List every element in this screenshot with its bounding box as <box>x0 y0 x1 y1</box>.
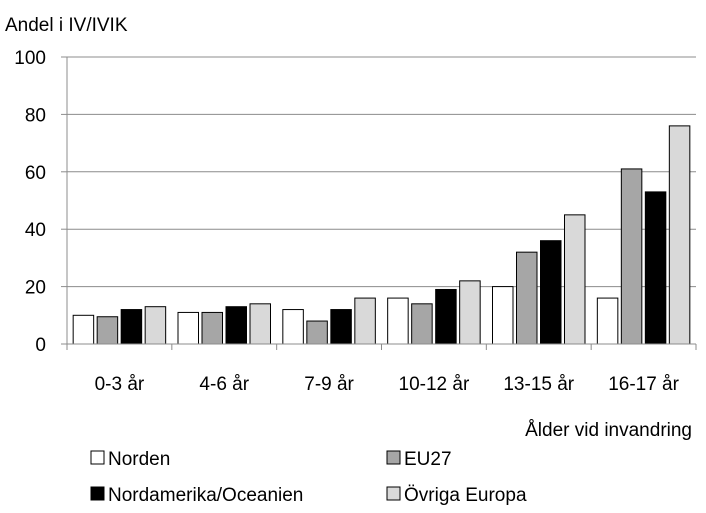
x-axis-label: Ålder vid invandring <box>525 420 692 441</box>
bar <box>596 297 619 345</box>
bar <box>516 251 538 345</box>
y-axis-ticks: 0 20 40 60 80 100 <box>14 48 67 356</box>
x-tick-label: 10-12 år <box>399 374 470 395</box>
bar <box>177 311 199 345</box>
bar <box>249 303 271 345</box>
x-tick-label: 0-3 år <box>95 374 145 395</box>
bar <box>492 286 514 345</box>
y-tick-label: 80 <box>25 105 46 126</box>
legend-swatch <box>386 450 401 465</box>
bar <box>411 303 433 345</box>
x-tick-label: 4-6 år <box>199 374 249 395</box>
y-axis-label: Andel i IV/IVIK <box>5 15 128 36</box>
y-tick-label: 40 <box>25 220 46 241</box>
y-tick-label: 20 <box>25 278 46 299</box>
y-tick-label: 0 <box>35 335 46 356</box>
bar <box>435 288 457 345</box>
bar <box>144 306 167 345</box>
bar <box>282 309 304 345</box>
axes <box>66 57 697 350</box>
x-tick-label: 16-17 år <box>608 374 679 395</box>
legend-swatch <box>90 486 105 501</box>
x-tick-label: 13-15 år <box>503 374 574 395</box>
x-axis-ticks: 0-3 år 4-6 år 7-9 år 10-12 år 13-15 år 16-17 … <box>95 374 680 395</box>
bar <box>306 320 328 345</box>
bar <box>459 280 481 345</box>
legend-swatch <box>386 486 401 501</box>
legend: Norden EU27 Nordamerika/Oceanien Övriga Eur… <box>90 449 527 506</box>
bars <box>72 125 691 345</box>
legend-label: Nordamerika/Oceanien <box>108 485 303 506</box>
y-tick-label: 60 <box>25 163 46 184</box>
bar <box>201 311 223 345</box>
bar <box>644 191 667 345</box>
bar <box>120 309 143 345</box>
bar <box>387 297 409 345</box>
bar <box>354 297 376 345</box>
legend-label: Övriga Europa <box>404 485 527 506</box>
legend-label: EU27 <box>404 449 452 470</box>
bar <box>225 306 247 345</box>
bar <box>668 125 691 345</box>
bar <box>96 316 119 345</box>
y-tick-label: 100 <box>14 48 46 69</box>
bar <box>540 240 562 345</box>
bar <box>620 168 643 345</box>
bar <box>72 314 95 345</box>
legend-swatch <box>90 450 105 465</box>
bar <box>330 309 352 345</box>
x-tick-label: 7-9 år <box>304 374 354 395</box>
gridlines <box>67 56 696 288</box>
legend-label: Norden <box>108 449 170 470</box>
bar <box>564 214 586 345</box>
